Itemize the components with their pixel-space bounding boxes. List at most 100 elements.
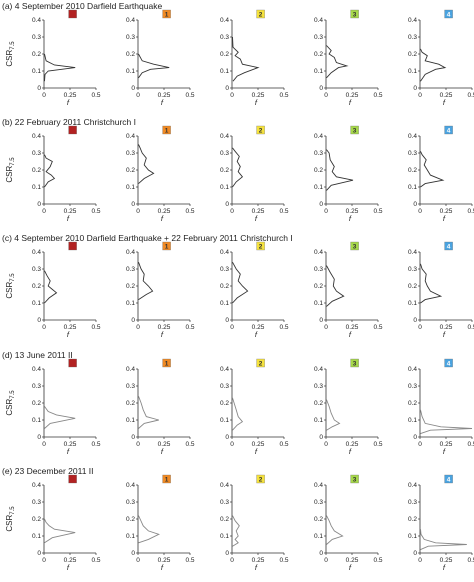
y-tick-label: 0.4 <box>220 249 229 256</box>
distribution-line <box>326 515 344 545</box>
distribution-line <box>138 53 170 79</box>
panel-site-3: 0 0.1 0.2 0.3 0.4 0 0.25 0.5 f 3 <box>314 125 383 223</box>
panel-site-4: 0 0.1 0.2 0.3 0.4 0 0.25 0.5 f 4 <box>408 241 474 339</box>
distribution-line <box>232 147 244 188</box>
x-tick-label: 0.25 <box>346 557 359 564</box>
distribution-line <box>420 48 447 82</box>
x-tick-label: 0.5 <box>279 324 288 331</box>
y-tick-label: 0 <box>37 85 41 92</box>
x-tick-label: 0 <box>418 441 422 448</box>
x-tick-label: 0 <box>418 92 422 99</box>
x-axis-label: f <box>443 98 446 107</box>
y-tick-label: 0 <box>225 434 229 441</box>
y-axis-label: CSR7.5 <box>5 41 16 67</box>
x-tick-label: 0.5 <box>91 441 100 448</box>
y-tick-label: 0.1 <box>408 68 417 75</box>
y-tick-label: 0.1 <box>408 533 417 540</box>
x-axis-label: f <box>349 98 352 107</box>
y-tick-label: 0.4 <box>408 482 417 489</box>
x-axis-label: f <box>443 214 446 223</box>
distribution-line <box>420 409 473 435</box>
x-tick-label: 0.5 <box>185 208 194 215</box>
site-badge-label: 1 <box>165 243 169 250</box>
x-axis-label: f <box>255 447 258 456</box>
y-tick-label: 0.2 <box>408 283 417 290</box>
distribution-line <box>420 151 445 188</box>
x-axis-label: f <box>349 214 352 223</box>
y-tick-label: 0.1 <box>32 300 41 307</box>
x-axis-label: f <box>161 214 164 223</box>
y-tick-label: 0.3 <box>220 150 229 157</box>
distribution-line <box>138 396 159 429</box>
site-badge-label: 3 <box>353 127 357 134</box>
site-badge-label: 1 <box>165 11 169 18</box>
y-tick-label: 0 <box>225 317 229 324</box>
y-tick-label: 0.1 <box>314 300 323 307</box>
panel-site-1: 0 0.1 0.2 0.3 0.4 0 0.25 0.5 f 1 <box>126 474 195 572</box>
y-tick-label: 0.1 <box>126 184 135 191</box>
site-badge <box>162 474 171 484</box>
row-e: (e) 23 December 2011 II 0 0.1 0.2 0.3 0.4 0 0.2… <box>2 466 474 572</box>
row-a: (a) 4 September 2010 Darfield Earthquake… <box>2 1 474 107</box>
x-axis-label: f <box>255 98 258 107</box>
site-badge-label: 3 <box>353 476 357 483</box>
y-tick-label: 0 <box>131 550 135 557</box>
y-tick-label: 0.2 <box>314 283 323 290</box>
y-tick-label: 0.3 <box>32 34 41 41</box>
x-axis-label: f <box>255 563 258 572</box>
y-tick-label: 0.2 <box>126 516 135 523</box>
y-tick-label: 0.4 <box>32 366 41 373</box>
site-badge-label: 4 <box>447 360 451 367</box>
x-tick-label: 0.5 <box>185 557 194 564</box>
y-tick-label: 0.1 <box>32 417 41 424</box>
y-tick-label: 0.3 <box>32 266 41 273</box>
x-axis-label: f <box>161 563 164 572</box>
site-badge <box>350 9 359 19</box>
x-tick-label: 0.25 <box>440 557 453 564</box>
y-tick-label: 0 <box>319 434 323 441</box>
x-tick-label: 0 <box>230 208 234 215</box>
y-tick-label: 0.1 <box>220 184 229 191</box>
y-tick-label: 0.3 <box>314 266 323 273</box>
x-tick-label: 0 <box>136 208 140 215</box>
panel-site-1: 0 0.1 0.2 0.3 0.4 0 0.25 0.5 f 1 <box>126 9 195 107</box>
x-axis-label: f <box>67 447 70 456</box>
distribution-line <box>232 36 260 82</box>
site-badge <box>68 474 77 484</box>
distribution-line <box>44 406 76 429</box>
y-tick-label: 0.2 <box>32 51 41 58</box>
x-tick-label: 0.25 <box>440 92 453 99</box>
x-tick-label: 0.25 <box>64 441 77 448</box>
x-tick-label: 0.5 <box>373 92 382 99</box>
x-axis-label: f <box>255 330 258 339</box>
site-badge-label: 2 <box>259 243 263 250</box>
y-tick-label: 0.4 <box>126 249 135 256</box>
y-tick-label: 0.1 <box>408 184 417 191</box>
y-tick-label: 0.4 <box>126 17 135 24</box>
y-tick-label: 0.3 <box>32 150 41 157</box>
x-tick-label: 0.25 <box>252 557 265 564</box>
x-tick-label: 0.25 <box>64 324 77 331</box>
y-tick-label: 0.3 <box>314 383 323 390</box>
x-axis-label: f <box>161 330 164 339</box>
x-tick-label: 0.5 <box>467 208 474 215</box>
y-tick-label: 0.2 <box>220 283 229 290</box>
y-tick-label: 0 <box>131 201 135 208</box>
x-tick-label: 0.5 <box>279 92 288 99</box>
y-tick-label: 0.4 <box>126 482 135 489</box>
panel-site-3: 0 0.1 0.2 0.3 0.4 0 0.25 0.5 f 3 <box>314 358 383 456</box>
x-tick-label: 0 <box>324 324 328 331</box>
y-tick-label: 0 <box>413 550 417 557</box>
y-tick-label: 0.3 <box>126 499 135 506</box>
y-tick-label: 0.1 <box>32 184 41 191</box>
panel-site-4: 0 0.1 0.2 0.3 0.4 0 0.25 0.5 f 4 <box>408 9 474 107</box>
site-badge <box>68 241 77 251</box>
x-tick-label: 0.5 <box>91 557 100 564</box>
site-badge-label: 3 <box>353 243 357 250</box>
x-tick-label: 0 <box>230 324 234 331</box>
row-b: (b) 22 February 2011 Christchurch I00.10… <box>2 117 474 223</box>
x-tick-label: 0.25 <box>64 557 77 564</box>
site-badge <box>444 9 453 19</box>
y-tick-label: 0.2 <box>32 400 41 407</box>
x-tick-label: 0.25 <box>158 557 171 564</box>
